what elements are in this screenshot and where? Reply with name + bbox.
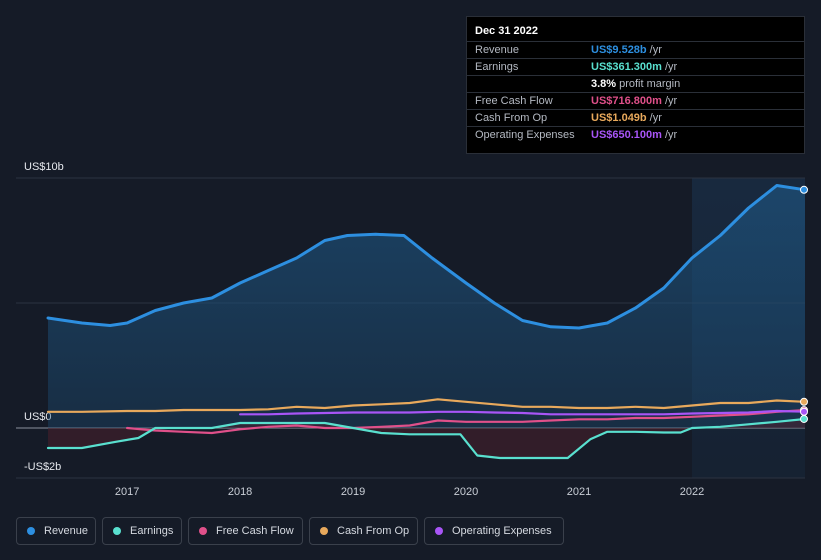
tooltip-row-value: US$361.300m/yr <box>591 61 678 73</box>
tooltip-date: Dec 31 2022 <box>475 25 538 37</box>
tooltip-row: Revenue US$9.528b/yr <box>467 41 804 59</box>
legend-item[interactable]: Revenue <box>16 517 96 545</box>
x-tick-label: 2017 <box>115 486 139 498</box>
tooltip-row-label: Free Cash Flow <box>475 95 553 107</box>
series-line-revenue <box>46 184 807 330</box>
tooltip-row-value: US$716.800m/yr <box>591 95 678 107</box>
legend-label: Cash From Op <box>337 525 410 537</box>
revenue-area <box>48 185 805 428</box>
tooltip-row-unit: /yr <box>649 44 662 56</box>
tooltip-row-value: 3.8% profit margin <box>591 78 681 90</box>
x-tick-label: 2021 <box>567 486 591 498</box>
tooltip-row-unit: /yr <box>664 95 678 107</box>
tooltip-row-value: US$650.100m/yr <box>591 129 678 141</box>
legend-item[interactable]: Cash From Op <box>309 517 418 545</box>
tooltip-row-label: Operating Expenses <box>475 129 575 141</box>
series-line-free-cash-flow <box>126 409 807 435</box>
tooltip-row-label: Earnings <box>475 61 519 73</box>
legend-item[interactable]: Operating Expenses <box>424 517 564 545</box>
tooltip-row: Cash From Op US$1.049b/yr <box>467 109 804 127</box>
tooltip-row: Earnings US$361.300m/yr <box>467 58 804 76</box>
legend-dot-icon <box>199 527 207 535</box>
x-tick-label: 2020 <box>454 486 478 498</box>
tooltip-row-value: US$1.049b/yr <box>591 112 662 124</box>
x-tick-label: 2018 <box>228 486 252 498</box>
y-axis-label: US$10b <box>24 161 64 173</box>
tooltip-row-label: Revenue <box>475 44 520 56</box>
series-endpoint-marker <box>800 407 808 416</box>
data-tooltip: Dec 31 2022 Revenue US$9.528b/yr Earnings U… <box>466 16 805 154</box>
tooltip-row-unit: /yr <box>664 61 678 73</box>
legend-item[interactable]: Earnings <box>102 517 182 545</box>
legend-label: Revenue <box>44 525 89 537</box>
tooltip-row-unit: profit margin <box>619 78 681 90</box>
earnings-area <box>48 419 805 458</box>
tooltip-row: Free Cash Flow US$716.800m/yr <box>467 92 804 110</box>
series-line-earnings <box>46 417 807 460</box>
x-tick-label: 2022 <box>680 486 704 498</box>
legend-dot-icon <box>320 527 328 535</box>
y-axis-label: US$0 <box>24 411 52 423</box>
legend-dot-icon <box>27 527 35 535</box>
series-endpoint-marker <box>800 414 808 423</box>
tooltip-row-label: Cash From Op <box>475 112 548 124</box>
legend-item[interactable]: Free Cash Flow <box>188 517 303 545</box>
tooltip-row-unit: /yr <box>649 112 662 124</box>
tooltip-row: Operating Expenses US$650.100m/yr <box>467 126 804 144</box>
legend-label: Operating Expenses <box>452 525 552 537</box>
tooltip-row-value: US$9.528b/yr <box>591 44 662 56</box>
series-line-cash-from-op <box>46 398 807 413</box>
legend-label: Earnings <box>130 525 174 537</box>
series-endpoint-marker <box>800 397 808 406</box>
x-tick-label: 2019 <box>341 486 365 498</box>
legend-label: Free Cash Flow <box>216 525 294 537</box>
series-line-operating-expenses <box>239 409 807 416</box>
tooltip-row-unit: /yr <box>664 129 678 141</box>
legend-dot-icon <box>435 527 443 535</box>
y-axis-label: -US$2b <box>24 461 61 473</box>
legend-dot-icon <box>113 527 121 535</box>
tooltip-row: 3.8% profit margin <box>467 75 804 93</box>
series-endpoint-marker <box>800 185 808 194</box>
